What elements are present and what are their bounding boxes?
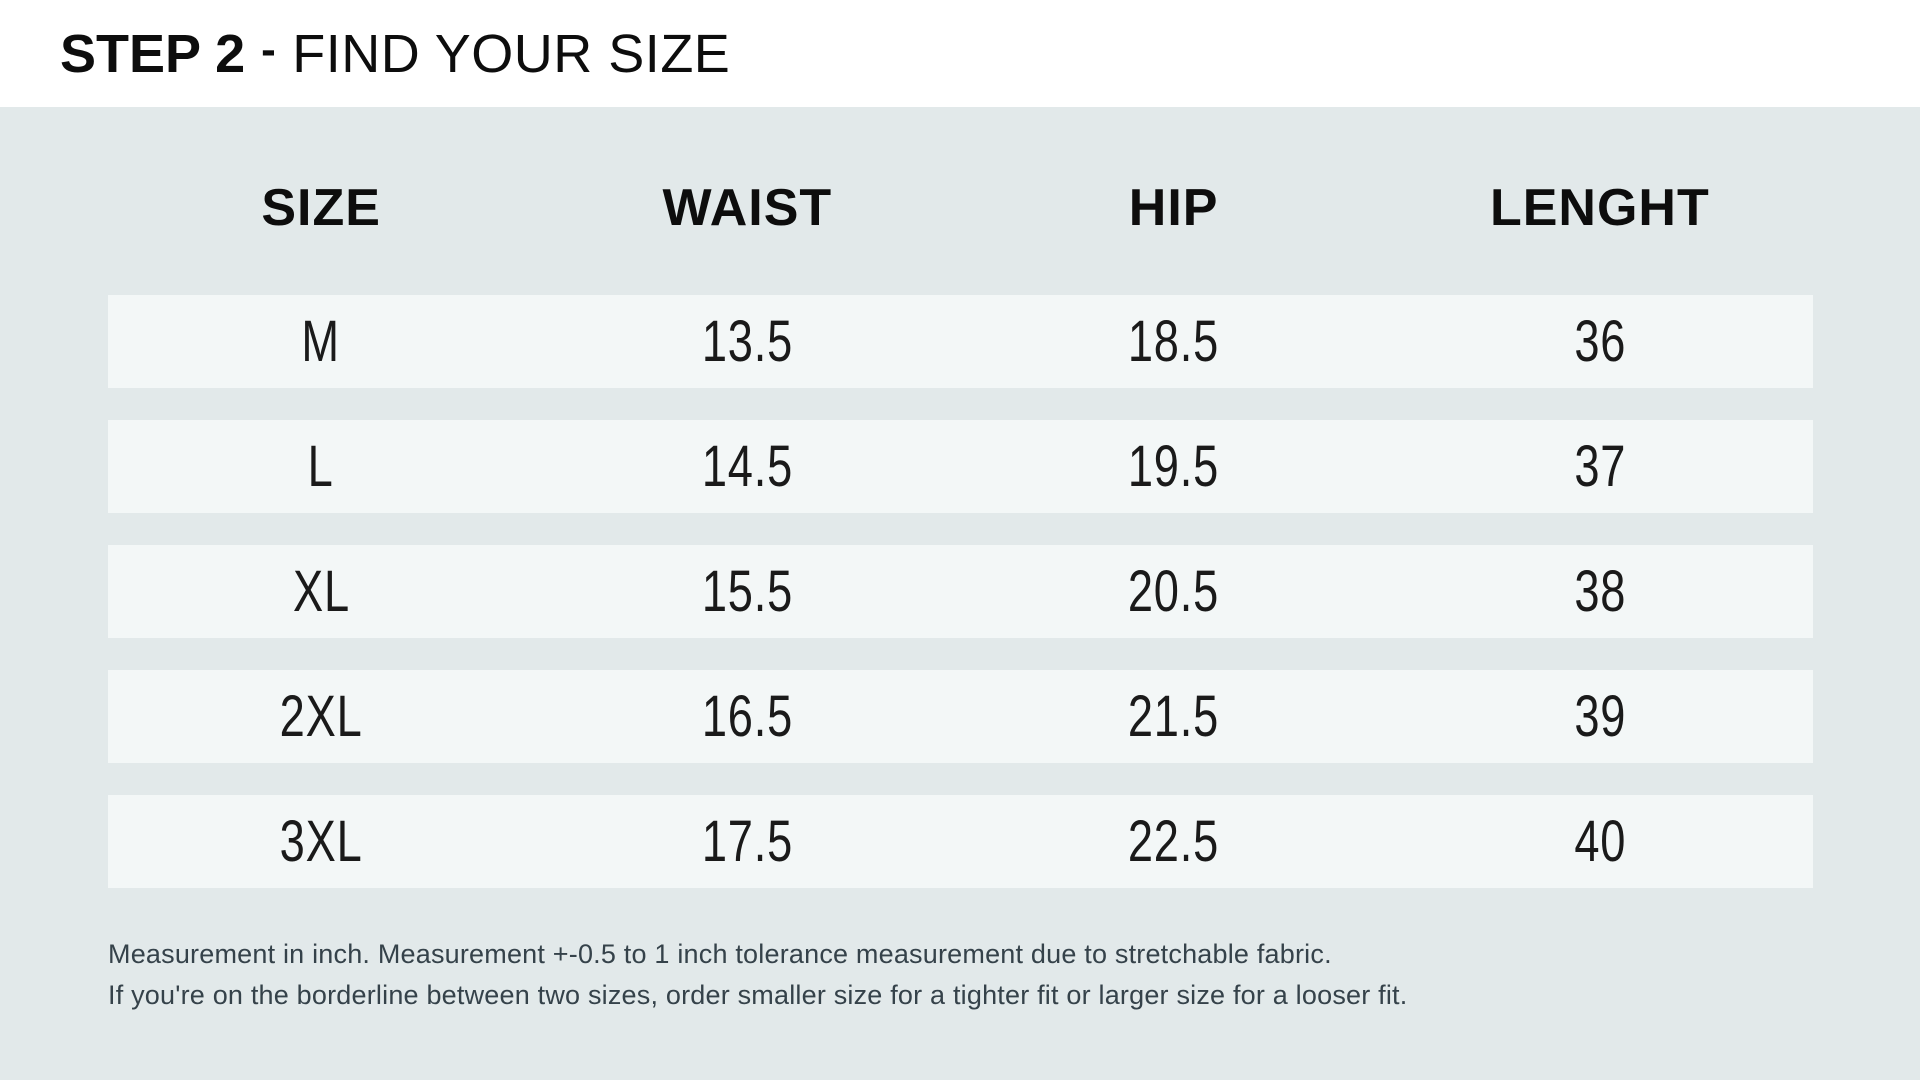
length-cell: 39 xyxy=(1387,683,1813,750)
column-header-hip: HIP xyxy=(1128,179,1219,237)
waist-value: 14.5 xyxy=(701,433,793,499)
waist-value: 15.5 xyxy=(701,558,793,624)
table-row-m: M 13.5 18.5 36 xyxy=(108,294,1813,388)
hip-cell: 21.5 xyxy=(961,683,1387,750)
length-cell: 40 xyxy=(1387,808,1813,875)
waist-cell: 17.5 xyxy=(534,808,960,875)
table-row-3xl: 3XL 17.5 22.5 40 xyxy=(108,794,1813,888)
length-cell: 37 xyxy=(1387,433,1813,500)
table-row-l: L 14.5 19.5 37 xyxy=(108,419,1813,513)
length-value: 40 xyxy=(1573,808,1626,874)
waist-cell: 14.5 xyxy=(534,433,960,500)
hip-value: 19.5 xyxy=(1128,433,1220,499)
size-cell: XL xyxy=(108,558,534,625)
table-row-xl: XL 15.5 20.5 38 xyxy=(108,544,1813,638)
dash-separator: - xyxy=(261,24,277,74)
hip-cell: 18.5 xyxy=(961,308,1387,375)
table-body: M 13.5 18.5 36 L 14.5 19.5 37 XL 15.5 20… xyxy=(108,294,1813,888)
size-chart: SIZE WAIST HIP LENGHT M 13.5 18.5 36 L 1… xyxy=(0,179,1920,1016)
column-header-waist: WAIST xyxy=(662,179,833,237)
hip-cell: 22.5 xyxy=(961,808,1387,875)
size-value: L xyxy=(308,433,335,499)
hip-value: 22.5 xyxy=(1128,808,1220,874)
length-cell: 36 xyxy=(1387,308,1813,375)
waist-value: 16.5 xyxy=(701,683,793,749)
step-header-band: STEP 2 - FIND YOUR SIZE xyxy=(0,0,1920,107)
hip-value: 20.5 xyxy=(1128,558,1220,624)
size-value: 2XL xyxy=(279,683,363,749)
size-cell: 3XL xyxy=(108,808,534,875)
size-guide-page: STEP 2 - FIND YOUR SIZE SIZE WAIST HIP L… xyxy=(0,0,1920,1016)
size-value: M xyxy=(301,308,341,374)
waist-cell: 13.5 xyxy=(534,308,960,375)
length-cell: 38 xyxy=(1387,558,1813,625)
size-cell: M xyxy=(108,308,534,375)
hip-value: 18.5 xyxy=(1128,308,1220,374)
title-text: FIND YOUR SIZE xyxy=(292,23,731,84)
step-label: STEP 2 xyxy=(60,23,246,84)
length-value: 37 xyxy=(1573,433,1626,499)
length-value: 39 xyxy=(1573,683,1626,749)
page-title: STEP 2 - FIND YOUR SIZE xyxy=(60,23,730,85)
measurement-notes: Measurement in inch. Measurement +-0.5 t… xyxy=(108,934,1813,1016)
size-cell: L xyxy=(108,433,534,500)
size-value: 3XL xyxy=(279,808,363,874)
note-line-tolerance: Measurement in inch. Measurement +-0.5 t… xyxy=(108,938,1332,969)
column-header-length: LENGHT xyxy=(1489,179,1710,237)
waist-value: 17.5 xyxy=(701,808,793,874)
note-line-borderline: If you're on the borderline between two … xyxy=(108,979,1408,1010)
table-row-2xl: 2XL 16.5 21.5 39 xyxy=(108,669,1813,763)
size-cell: 2XL xyxy=(108,683,534,750)
hip-value: 21.5 xyxy=(1128,683,1220,749)
length-value: 38 xyxy=(1573,558,1626,624)
waist-cell: 16.5 xyxy=(534,683,960,750)
column-header-size: SIZE xyxy=(261,179,381,237)
size-value: XL xyxy=(292,558,350,624)
waist-value: 13.5 xyxy=(701,308,793,374)
table-header-row: SIZE WAIST HIP LENGHT xyxy=(108,179,1813,239)
hip-cell: 20.5 xyxy=(961,558,1387,625)
waist-cell: 15.5 xyxy=(534,558,960,625)
hip-cell: 19.5 xyxy=(961,433,1387,500)
length-value: 36 xyxy=(1573,308,1626,374)
